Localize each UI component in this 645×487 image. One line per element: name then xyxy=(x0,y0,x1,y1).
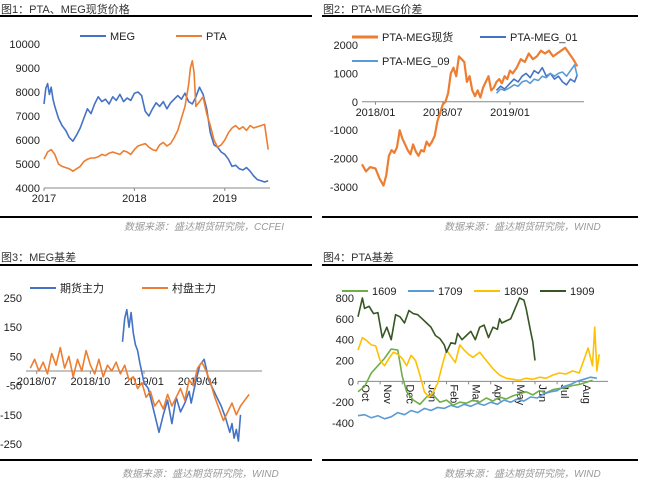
title-rule xyxy=(0,15,312,17)
y-tick-label: -150 xyxy=(0,410,22,422)
data-source: 数据来源：盛达期货研究院，WIND xyxy=(444,222,601,233)
x-tick-label: Mar xyxy=(470,384,482,403)
x-tick-label: 2018/07 xyxy=(17,376,57,388)
bottom-rule xyxy=(0,459,312,461)
series-line xyxy=(357,376,598,420)
bottom-rule xyxy=(322,459,638,461)
legend-label: 村盘主力 xyxy=(172,281,216,295)
x-tick-label: 2017 xyxy=(32,193,56,205)
y-tick-label: 50 xyxy=(10,351,22,363)
series-line xyxy=(357,326,600,398)
legend-label: PTA-MEG_09 xyxy=(382,56,450,68)
y-tick-label: -250 xyxy=(0,439,22,451)
data-source: 数据来源：盛达期货研究院，WIND xyxy=(444,469,601,480)
series-line xyxy=(43,82,269,183)
y-tick-label: 4000 xyxy=(16,183,40,195)
legend-label: 1809 xyxy=(504,286,528,298)
y-tick-label: -3000 xyxy=(330,182,358,194)
y-tick-label: 250 xyxy=(4,293,22,305)
x-tick-label: 2019/01 xyxy=(490,107,530,119)
panel-meg-basis: 图3：MEG基差 -250 -150 -50 50 150 250 2018/07 2018/… xyxy=(0,248,322,487)
data-source: 数据来源：盛达期货研究院，WIND xyxy=(122,469,279,480)
legend-label: PTA xyxy=(206,31,227,43)
y-tick-label: 800 xyxy=(336,293,354,305)
panel-title: 图1：PTA、MEG现货价格 xyxy=(1,4,130,16)
y-tick-label: 2000 xyxy=(334,40,358,52)
x-tick-label: Nov xyxy=(381,384,393,404)
series-line xyxy=(357,297,536,361)
y-tick-label: 400 xyxy=(336,335,354,347)
panel-title: 图3：MEG基差 xyxy=(1,252,77,264)
panel-title: 图4：PTA基差 xyxy=(323,252,394,264)
legend-label: 1909 xyxy=(570,286,594,298)
series-line xyxy=(361,46,579,187)
y-tick-label: 10000 xyxy=(9,39,40,51)
y-tick-label: 150 xyxy=(4,322,22,334)
title-rule xyxy=(322,264,638,266)
series-line xyxy=(495,64,579,94)
panel-pta-basis: 图4：PTA基差 -400 -200 0 200 400 600 800 Oct Nov Dec J… xyxy=(322,248,645,487)
legend-label: 1709 xyxy=(438,286,462,298)
series-line xyxy=(495,66,579,91)
y-tick-label: 600 xyxy=(336,314,354,326)
series-line xyxy=(29,346,250,422)
x-tick-label: Feb xyxy=(447,384,459,403)
title-rule xyxy=(322,15,638,17)
panel-title: 图2：PTA-MEG价差 xyxy=(323,4,423,16)
data-source: 数据来源：盛达期货研究院，CCFEI xyxy=(124,222,284,233)
x-tick-label: 2018/10 xyxy=(70,376,110,388)
legend-label: 期货主力 xyxy=(60,281,104,295)
y-tick-label: -2000 xyxy=(330,154,358,166)
y-tick-label: -1000 xyxy=(330,125,358,137)
y-tick-label: 7000 xyxy=(16,111,40,123)
y-tick-label: 9000 xyxy=(16,63,40,75)
y-tick-label: 0 xyxy=(348,376,354,388)
y-tick-label: 8000 xyxy=(16,87,40,99)
y-tick-label: -50 xyxy=(6,381,22,393)
y-tick-label: -400 xyxy=(332,418,354,430)
y-tick-label: 200 xyxy=(336,356,354,368)
chart-pta-meg-spread: -3000 -2000 -1000 0 1000 2000 2018/01 2018/07 20… xyxy=(330,30,584,194)
series-line xyxy=(357,348,593,407)
x-tick-label: Apr xyxy=(492,384,504,401)
legend-label: PTA-MEG_01 xyxy=(510,32,578,44)
y-tick-label: -200 xyxy=(332,397,354,409)
x-tick-label: 2018 xyxy=(122,193,146,205)
title-rule xyxy=(0,264,312,266)
chart-pta-meg-spot: 4000 5000 6000 7000 8000 9000 10000 2017 2018 201… xyxy=(9,31,270,205)
x-tick-label: Aug xyxy=(580,384,592,404)
y-tick-label: 1000 xyxy=(334,68,358,80)
y-tick-label: 6000 xyxy=(16,135,40,147)
x-tick-label: 2018/01 xyxy=(356,107,396,119)
legend-label: PTA-MEG现货 xyxy=(382,30,453,44)
bottom-rule xyxy=(322,216,638,218)
legend-label: 1609 xyxy=(372,286,396,298)
bottom-rule xyxy=(0,216,312,218)
y-tick-label: 5000 xyxy=(16,159,40,171)
y-tick-label: 0 xyxy=(352,97,358,109)
panel-pta-meg-spread: 图2：PTA-MEG价差 -3000 -2000 -1000 0 1000 2000 201… xyxy=(322,0,645,240)
legend-label: MEG xyxy=(110,31,135,43)
series-line xyxy=(43,60,269,172)
x-tick-label: 2018/07 xyxy=(423,107,463,119)
x-tick-label: 2019 xyxy=(213,193,237,205)
panel-pta-meg-spot: 图1：PTA、MEG现货价格 4000 5000 6000 7000 8000 9000 1… xyxy=(0,0,322,240)
